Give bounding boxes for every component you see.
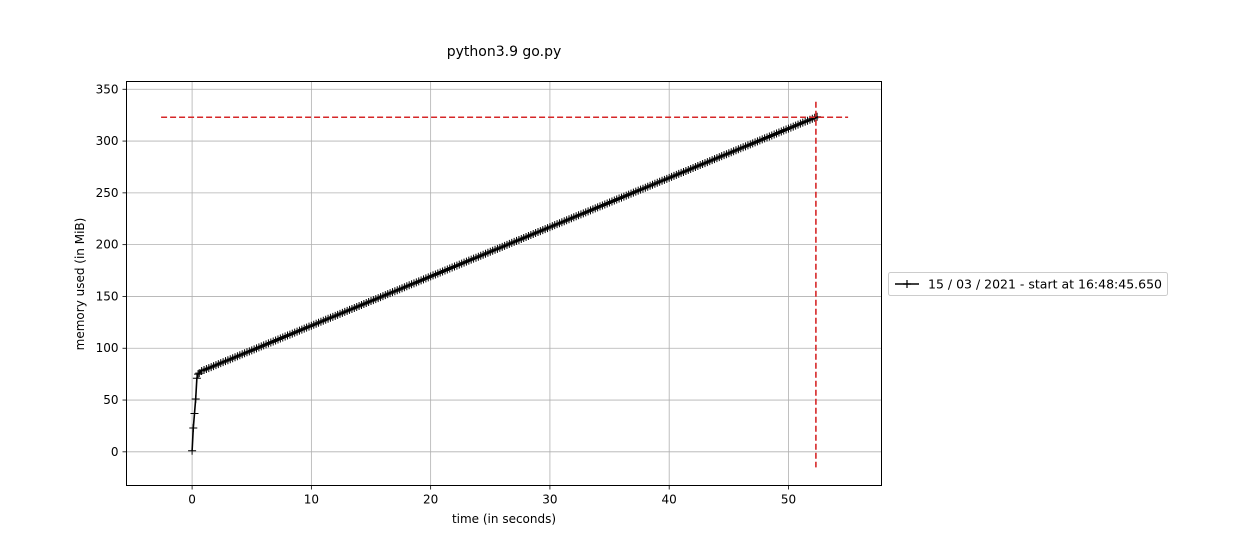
legend: 15 / 03 / 2021 - start at 16:48:45.650	[888, 272, 1168, 296]
series-group	[188, 112, 822, 455]
reference-lines	[161, 101, 849, 468]
legend-entry-label: 15 / 03 / 2021 - start at 16:48:45.650	[928, 277, 1162, 292]
y-axis-label: memory used (in MiB)	[73, 218, 87, 351]
axis-ticks: 0 10 20 30 40 50 0 50 100 150 200 250 300 350	[96, 82, 797, 506]
y-tick-label: 200	[96, 238, 119, 252]
legend-frame	[888, 272, 1168, 296]
x-tick-label: 10	[304, 493, 319, 507]
x-tick-label: 50	[781, 493, 796, 507]
y-tick-label: 0	[111, 445, 119, 459]
y-tick-label: 100	[96, 341, 119, 355]
x-tick-label: 30	[542, 493, 557, 507]
data-point-marker	[192, 374, 201, 383]
legend-marker-icon	[903, 280, 911, 288]
data-point-marker	[189, 424, 198, 433]
y-tick-label: 350	[96, 82, 119, 96]
y-tick-label: 300	[96, 134, 119, 148]
x-tick-label: 40	[662, 493, 677, 507]
x-tick-label: 20	[423, 493, 438, 507]
data-point-marker	[190, 409, 199, 418]
y-tick-label: 150	[96, 289, 119, 303]
chart-title: python3.9 go.py	[447, 44, 562, 60]
x-tick-label: 0	[188, 493, 196, 507]
data-point-marker	[191, 395, 200, 404]
y-tick-label: 50	[103, 393, 118, 407]
x-axis-label: time (in seconds)	[452, 512, 556, 526]
y-tick-label: 250	[96, 186, 119, 200]
plot-frame	[126, 81, 882, 486]
data-point-marker	[188, 446, 197, 455]
